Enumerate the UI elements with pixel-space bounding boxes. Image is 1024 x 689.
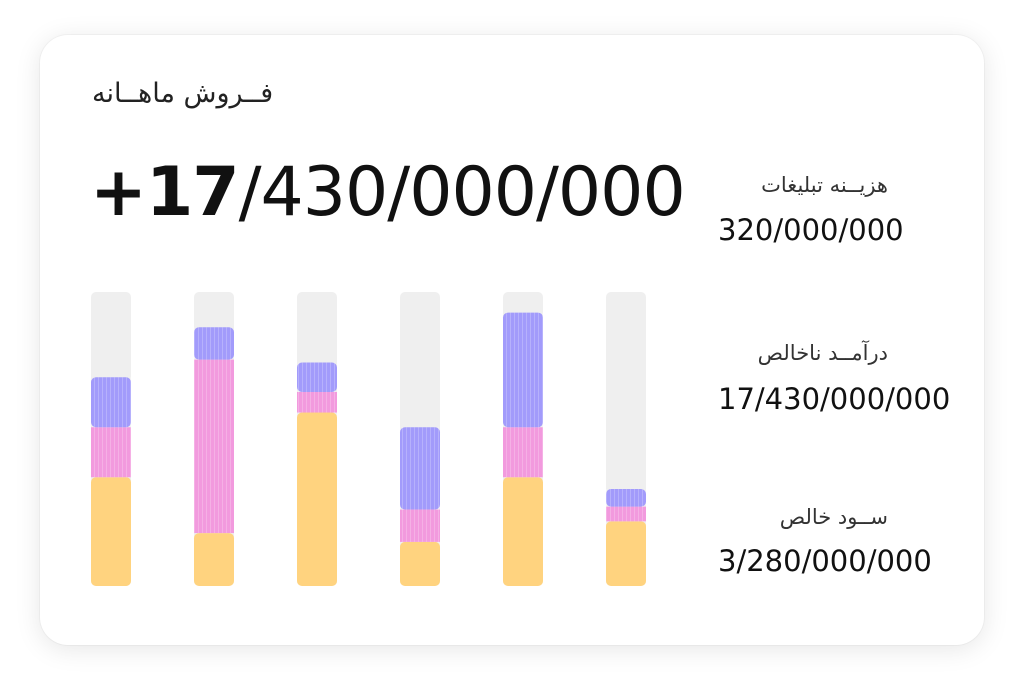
card-title: فــروش ماهــانه <box>92 78 274 109</box>
bar-3-segment-3-texture <box>297 362 337 392</box>
bar-1-segment-2-texture <box>91 427 131 478</box>
bar-2-segment-1 <box>194 533 234 586</box>
bar-6-segment-3-texture <box>606 488 646 507</box>
bar-2-segment-2-texture <box>194 359 234 534</box>
bars-layer <box>91 292 646 586</box>
stacked-bar-chart <box>91 292 646 586</box>
bar-6-segment-2-texture <box>606 506 646 522</box>
gross-income-label: درآمــد ناخالص <box>757 341 888 365</box>
ad-cost-label: هزیــنه تبلیغات <box>761 173 888 197</box>
bar-4-segment-2-texture <box>400 509 440 542</box>
bar-5-segment-3-texture <box>503 312 543 428</box>
bar-1-segment-1 <box>91 477 131 586</box>
bar-6-segment-1 <box>606 521 646 586</box>
net-profit-label: ســود خالص <box>779 505 888 529</box>
bar-3-segment-2-texture <box>297 391 337 413</box>
total-sales-rest: /430/000/000 <box>238 153 686 232</box>
total-sales-value: +17/430/000/000 <box>90 153 686 232</box>
bar-2-segment-3-texture <box>194 327 234 360</box>
bar-1-segment-3-texture <box>91 377 131 428</box>
total-sales-prefix: +17 <box>90 153 240 232</box>
bar-4-segment-1 <box>400 541 440 586</box>
bar-3-segment-1 <box>297 412 337 586</box>
net-profit-value: 3/280/000/000 <box>718 544 932 578</box>
bar-5-segment-1 <box>503 477 543 586</box>
gross-income-value: 17/430/000/000 <box>718 382 951 416</box>
monthly-sales-card: فــروش ماهــانه +17/430/000/000 هزیــنه … <box>40 35 984 645</box>
bar-4-segment-3-texture <box>400 427 440 510</box>
ad-cost-value: 320/000/000 <box>718 213 904 247</box>
bar-5-segment-2-texture <box>503 427 543 478</box>
